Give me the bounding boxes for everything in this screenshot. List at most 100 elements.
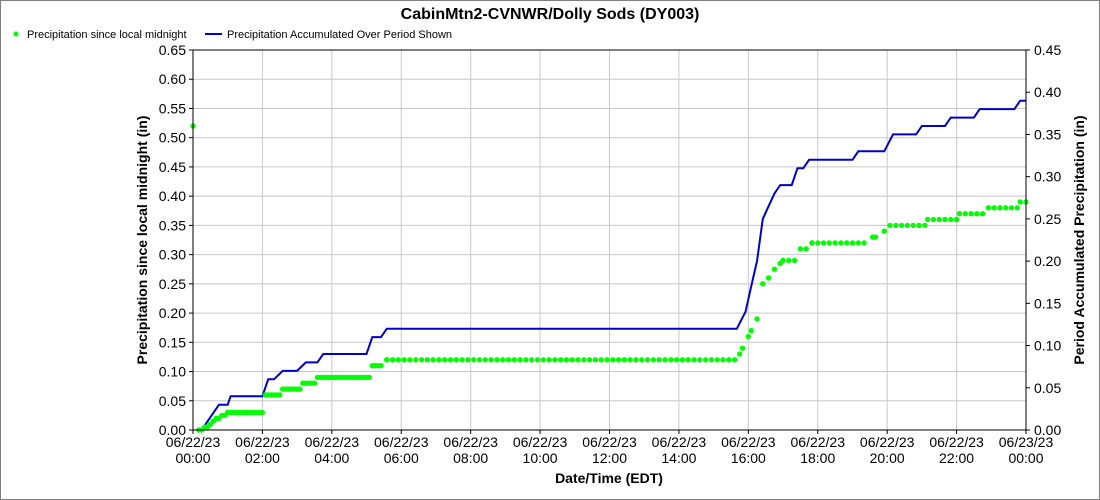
x-tick-date: 06/22/23: [305, 434, 360, 450]
precip-point: [569, 357, 575, 363]
precip-point: [832, 240, 838, 246]
precip-point: [430, 357, 436, 363]
precip-point: [488, 357, 494, 363]
x-tick-date: 06/22/23: [721, 434, 776, 450]
y-tick-label-right: 0.15: [1034, 295, 1061, 311]
x-tick-date: 06/22/23: [166, 434, 221, 450]
x-tick-time: 08:00: [453, 450, 488, 466]
y-tick-label-left: 0.05: [159, 393, 186, 409]
precip-point: [991, 205, 997, 211]
precip-point: [702, 357, 709, 363]
precip-point: [956, 211, 963, 217]
precip-point: [748, 327, 754, 334]
y-tick-label-left: 0.15: [159, 334, 186, 350]
x-tick-time: 04:00: [314, 450, 349, 466]
y-tick-label-right: 0.10: [1034, 338, 1061, 354]
precip-point: [708, 357, 715, 363]
precip-point: [855, 240, 861, 246]
precip-point: [453, 357, 459, 363]
precip-point: [809, 240, 815, 246]
precip-point: [953, 216, 960, 223]
precip-point: [974, 211, 980, 217]
chart-title: CabinMtn2-CVNWR/Dolly Sods (DY003): [401, 6, 700, 23]
x-tick-date: 06/23/23: [999, 434, 1054, 450]
precip-point: [662, 357, 668, 363]
precip-point: [621, 357, 628, 363]
precip-point: [737, 351, 743, 357]
precip-point: [1017, 199, 1023, 205]
precip-point: [627, 357, 633, 363]
precip-point: [1008, 205, 1015, 211]
precip-point: [592, 357, 599, 363]
precip-point: [505, 357, 512, 363]
x-tick-time: 18:00: [800, 450, 835, 466]
precip-point: [494, 357, 500, 363]
precip-point: [780, 257, 786, 264]
x-tick-time: 14:00: [661, 450, 696, 466]
precip-point: [844, 240, 850, 246]
precip-point: [985, 205, 992, 211]
precip-point: [685, 357, 691, 363]
y-tick-label-right: 0.45: [1034, 42, 1061, 58]
precip-point: [447, 357, 454, 363]
precip-point: [893, 222, 899, 229]
x-tick-date: 06/22/23: [652, 434, 707, 450]
precip-point: [401, 357, 407, 363]
precip-point: [930, 216, 937, 223]
precip-point: [633, 357, 639, 363]
x-tick-date: 06/22/23: [860, 434, 915, 450]
legend-marker-since-midnight: [13, 31, 19, 37]
precip-point: [720, 357, 726, 363]
x-tick-date: 06/22/23: [235, 434, 290, 450]
precip-point: [575, 357, 581, 363]
x-tick-date: 06/22/23: [443, 434, 498, 450]
precip-point: [586, 357, 593, 363]
x-tick-time: 12:00: [592, 450, 627, 466]
precip-point: [259, 409, 266, 416]
y-tick-label-left: 0.35: [159, 217, 186, 233]
precip-point: [465, 357, 471, 363]
precip-point: [459, 357, 465, 363]
precip-point: [610, 357, 616, 363]
y-tick-label-left: 0.55: [159, 100, 186, 116]
precip-point: [656, 357, 662, 363]
precip-point: [791, 257, 798, 264]
precip-point: [277, 392, 283, 398]
precip-point: [786, 257, 792, 264]
precip-point: [904, 222, 911, 229]
precip-point: [639, 357, 645, 363]
precip-point: [820, 240, 827, 246]
precip-point: [962, 211, 968, 217]
precip-point: [471, 357, 477, 363]
precip-point: [615, 357, 622, 363]
legend-label-since-midnight: Precipitation since local midnight: [27, 29, 187, 41]
y-tick-label-left: 0.30: [159, 247, 186, 263]
precip-point: [881, 228, 887, 234]
precip-point: [691, 357, 697, 363]
precip-point: [668, 357, 674, 363]
y-tick-label-right: 0.25: [1034, 211, 1061, 227]
precip-point: [384, 357, 390, 363]
precip-point: [476, 357, 483, 363]
x-tick-time: 00:00: [175, 450, 210, 466]
y-tick-label-left: 0.50: [159, 130, 186, 146]
precip-point: [922, 222, 928, 229]
precip-point: [407, 357, 413, 363]
precip-point: [482, 357, 488, 363]
precip-point: [898, 222, 905, 229]
precip-point: [673, 357, 680, 363]
precip-point: [598, 357, 604, 363]
x-tick-time: 10:00: [523, 450, 558, 466]
precip-point: [872, 234, 879, 240]
precip-point: [979, 211, 986, 217]
precip-point: [650, 357, 657, 363]
y-tick-label-left: 0.45: [159, 159, 186, 175]
precip-point: [849, 240, 856, 246]
precip-point: [534, 357, 541, 363]
precip-point: [418, 357, 425, 363]
precip-point: [803, 246, 809, 252]
precip-point: [413, 357, 419, 363]
y-tick-label-left: 0.10: [159, 364, 186, 380]
